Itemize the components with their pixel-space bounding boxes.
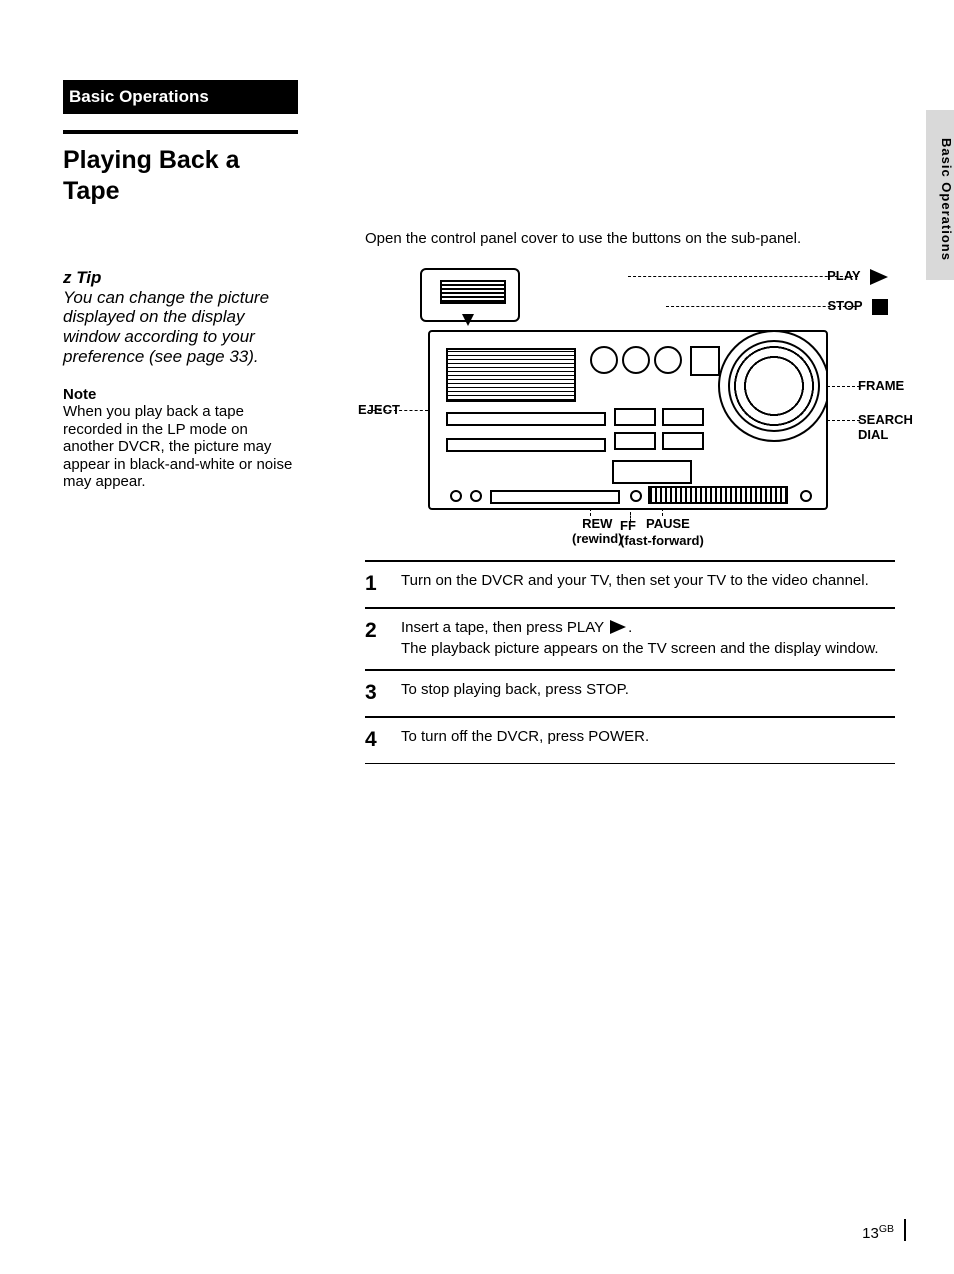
tip-body: You can change the picture displayed on … (63, 288, 298, 367)
panel-knob-icon (654, 346, 682, 374)
panel-wide-button-icon (612, 460, 692, 484)
play-icon (870, 269, 888, 285)
play-icon (610, 620, 626, 634)
step-action-pre: Insert a tape, then press PLAY (401, 619, 608, 636)
panel-dot-icon (630, 490, 642, 502)
panel-knob-icon (590, 346, 618, 374)
title-line-1: Playing Back a (63, 146, 239, 174)
control-panel-diagram: PLAY STOP FRAME SEARCH DIAL EJECT REW (r… (398, 268, 908, 548)
leader-ff (630, 512, 631, 522)
intro-paragraph: Open the control panel cover to use the … (365, 230, 895, 248)
stop-icon (872, 299, 888, 315)
step-number: 1 (365, 572, 401, 596)
step-number: 2 (365, 619, 401, 658)
rew-text: REW (582, 516, 612, 531)
note-body: When you play back a tape recorded in th… (63, 403, 298, 490)
panel-button-icon (614, 432, 656, 450)
page-number-text: 13GB (862, 1225, 894, 1242)
step-body: To turn off the DVCR, press POWER. (401, 728, 895, 752)
panel-dial-icon (728, 340, 820, 432)
step-row: 1 Turn on the DVCR and your TV, then set… (365, 560, 895, 607)
panel-display-icon (446, 348, 576, 402)
page: Basic Operations Basic Operations Playin… (0, 0, 954, 1274)
page-number: 13GB (862, 1223, 894, 1242)
page-number-value: 13GB (862, 1225, 894, 1242)
control-panel (428, 330, 828, 510)
header-underline (63, 130, 298, 134)
panel-square-icon (690, 346, 720, 376)
panel-row-icon (446, 438, 606, 452)
search-dial-label: SEARCH DIAL (858, 412, 938, 442)
frame-label: FRAME (858, 378, 938, 393)
panel-strip-icon (490, 490, 620, 504)
panel-dot-icon (470, 490, 482, 502)
step-number: 4 (365, 728, 401, 752)
tip-header: z Tip (63, 268, 298, 288)
ff-text: FF (620, 518, 636, 533)
step-body: Turn on the DVCR and your TV, then set y… (401, 572, 895, 596)
step-row: 4 To turn off the DVCR, press POWER. (365, 716, 895, 764)
tip-block: z Tip You can change the picture display… (63, 268, 298, 367)
panel-button-icon (662, 432, 704, 450)
rew-sub: (rewind) (572, 531, 623, 546)
step-body: To stop playing back, press STOP. (401, 681, 895, 705)
step-action: To stop playing back, press STOP. (401, 681, 895, 699)
step-action: Insert a tape, then press PLAY . (401, 619, 895, 637)
page-title: Playing Back a Tape (63, 145, 239, 208)
panel-button-icon (614, 408, 656, 426)
step-row: 2 Insert a tape, then press PLAY . The p… (365, 607, 895, 669)
panel-dot-icon (800, 490, 812, 502)
note-header: Note (63, 386, 298, 403)
step-row: 3 To stop playing back, press STOP. (365, 669, 895, 716)
leader-stop (666, 306, 856, 307)
section-header-bar: Basic Operations (63, 80, 298, 114)
note-block: Note When you play back a tape recorded … (63, 386, 298, 490)
step-body: Insert a tape, then press PLAY . The pla… (401, 619, 895, 658)
step-outcome: The playback picture appears on the TV s… (401, 640, 895, 658)
panel-dot-icon (450, 490, 462, 502)
panel-button-icon (662, 408, 704, 426)
step-action-post: . (628, 619, 632, 636)
panel-knob-icon (622, 346, 650, 374)
rew-label: REW (rewind) (572, 516, 623, 546)
inset-arrow-icon (462, 314, 474, 326)
panel-row-icon (446, 412, 606, 426)
steps-table: 1 Turn on the DVCR and your TV, then set… (365, 560, 895, 764)
leader-play (628, 276, 858, 277)
step-number: 3 (365, 681, 401, 705)
ff-label: FF (fast-forward) (620, 518, 704, 548)
panel-grill-icon (648, 486, 788, 504)
side-tab: Basic Operations (926, 110, 954, 280)
step-action: Turn on the DVCR and your TV, then set y… (401, 572, 895, 590)
ff-sub: (fast-forward) (620, 533, 704, 548)
step-action: To turn off the DVCR, press POWER. (401, 728, 895, 746)
title-line-2: Tape (63, 177, 120, 205)
leader-eject (368, 410, 428, 411)
page-number-bar-icon (904, 1219, 906, 1241)
